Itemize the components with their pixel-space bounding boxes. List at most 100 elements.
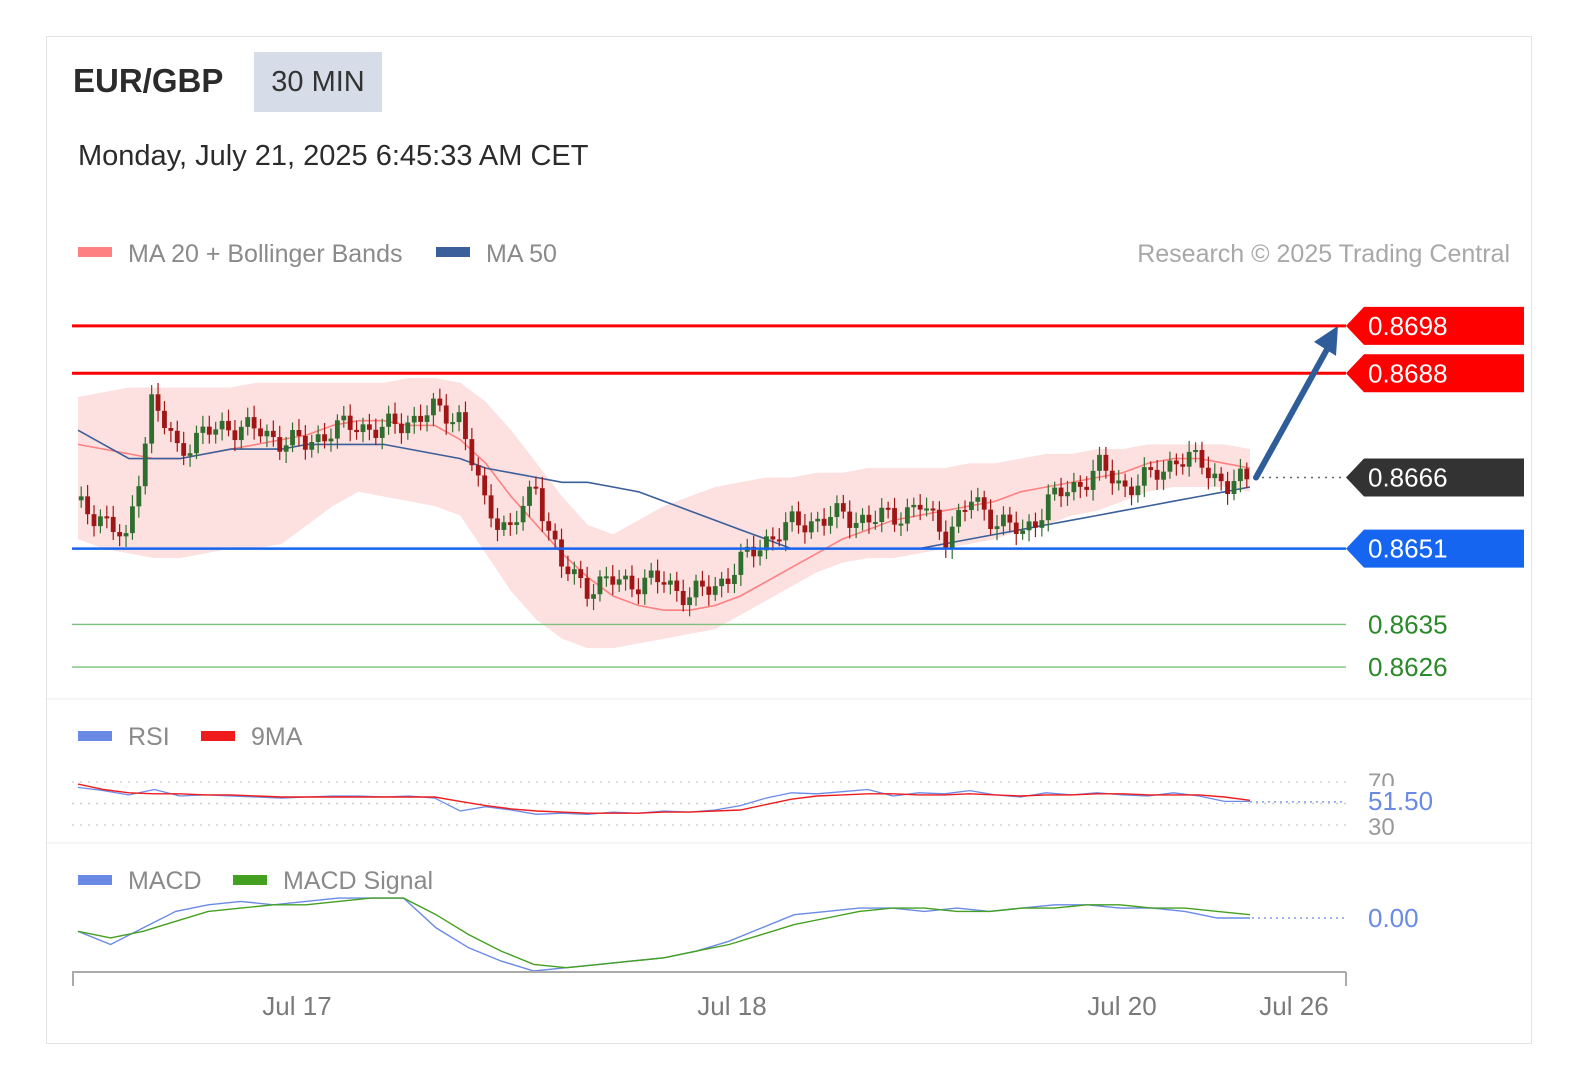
candle-body	[840, 503, 846, 512]
candle-body	[98, 516, 103, 527]
candle-body	[91, 514, 97, 527]
projection-arrow-shaft	[1253, 340, 1333, 481]
candle-body	[162, 410, 167, 429]
candle-body	[194, 432, 199, 454]
candle-body	[155, 394, 161, 411]
candle-body	[603, 576, 609, 579]
candle-body	[962, 509, 968, 512]
rsi-ma-line	[77, 783, 1251, 814]
macd-last-value: 0.00	[1368, 903, 1419, 933]
candle-body	[322, 434, 327, 442]
candle-body	[1167, 460, 1173, 472]
candle-body	[296, 430, 302, 436]
candle-body	[187, 453, 193, 456]
candle-body	[994, 526, 1000, 530]
candle-body	[635, 589, 641, 595]
candle-body	[341, 415, 347, 421]
candle-body	[1231, 481, 1237, 494]
timeframe-badge[interactable]: 30 MIN	[254, 52, 382, 112]
candle-body	[1237, 468, 1243, 482]
candle-body	[751, 546, 757, 557]
candle-body	[623, 575, 628, 580]
candle-body	[399, 423, 404, 434]
candle-body	[1097, 454, 1102, 471]
ma20-legend-swatch	[78, 247, 112, 257]
candle-body	[142, 443, 148, 487]
candle-body	[495, 518, 500, 530]
candle-body	[1199, 450, 1205, 468]
candle-body	[642, 577, 648, 595]
candle-body	[732, 574, 737, 584]
candle-body	[475, 465, 481, 476]
candle-body	[725, 578, 731, 584]
candle-body	[936, 509, 942, 532]
candle-body	[130, 506, 135, 534]
candle-body	[1084, 486, 1090, 490]
macd-legend-swatch	[78, 875, 112, 885]
candle-body	[85, 496, 91, 515]
candle-body	[546, 521, 552, 531]
candle-body	[911, 504, 917, 508]
candle-body	[584, 578, 590, 599]
candle-body	[219, 420, 225, 430]
rsi-legend-label: RSI	[128, 723, 170, 751]
candle-body	[949, 526, 955, 549]
resistance-1-tag	[1346, 306, 1524, 345]
candle-body	[988, 509, 994, 530]
candle-body	[366, 424, 372, 430]
ma20-legend-label: MA 20 + Bollinger Bands	[128, 240, 402, 268]
candle-body	[1103, 454, 1109, 471]
copyright-note: Research © 2025 Trading Central	[1137, 240, 1510, 268]
candle-body	[270, 430, 276, 438]
candle-body	[700, 580, 705, 587]
candle-body	[520, 505, 526, 523]
candle-body	[712, 586, 718, 595]
rsi-line	[77, 786, 1250, 815]
candle-body	[206, 426, 212, 435]
candle-body	[796, 511, 801, 526]
candle-body	[1193, 450, 1198, 453]
candle-body	[463, 412, 468, 440]
rsi-last-backdrop	[1362, 786, 1444, 816]
candle-body	[539, 488, 545, 522]
candle-body	[360, 424, 366, 433]
resistance-2-label: 0.8688	[1368, 358, 1448, 388]
rsi-legend-swatch	[78, 731, 112, 741]
candle-body	[443, 405, 449, 424]
candle-body	[386, 413, 392, 427]
candle-body	[245, 417, 251, 427]
macd-legend-label: MACD	[128, 867, 202, 895]
target-2-label: 0.8626	[1368, 652, 1448, 682]
candle-body	[373, 429, 379, 438]
candle-body	[738, 551, 744, 575]
candle-body	[892, 508, 897, 525]
candle-body	[917, 504, 923, 510]
candle-body	[866, 514, 872, 523]
candle-body	[834, 503, 840, 517]
candle-body	[655, 570, 660, 583]
candle-body	[706, 586, 712, 595]
candle-body	[251, 417, 257, 429]
candle-body	[213, 429, 219, 435]
candle-body	[379, 426, 385, 438]
candle-body	[1045, 494, 1051, 521]
candle-body	[648, 570, 654, 578]
candle-body	[559, 539, 564, 567]
candle-body	[302, 435, 308, 450]
candle-body	[264, 430, 270, 437]
candle-body	[674, 580, 680, 591]
candle-body	[354, 429, 359, 433]
candle-body	[872, 522, 878, 525]
candle-body	[1148, 467, 1154, 470]
candle-body	[975, 497, 981, 502]
candle-body	[1212, 473, 1218, 479]
rsi-ma-legend-label: 9MA	[251, 723, 303, 751]
candle-body	[879, 507, 885, 523]
candle-body	[597, 576, 603, 595]
candle-body	[238, 426, 244, 441]
candle-body	[469, 439, 475, 466]
candle-body	[501, 522, 507, 530]
rsi-level-30: 30	[1368, 814, 1395, 841]
candle-body	[290, 430, 295, 446]
candle-body	[757, 550, 763, 557]
